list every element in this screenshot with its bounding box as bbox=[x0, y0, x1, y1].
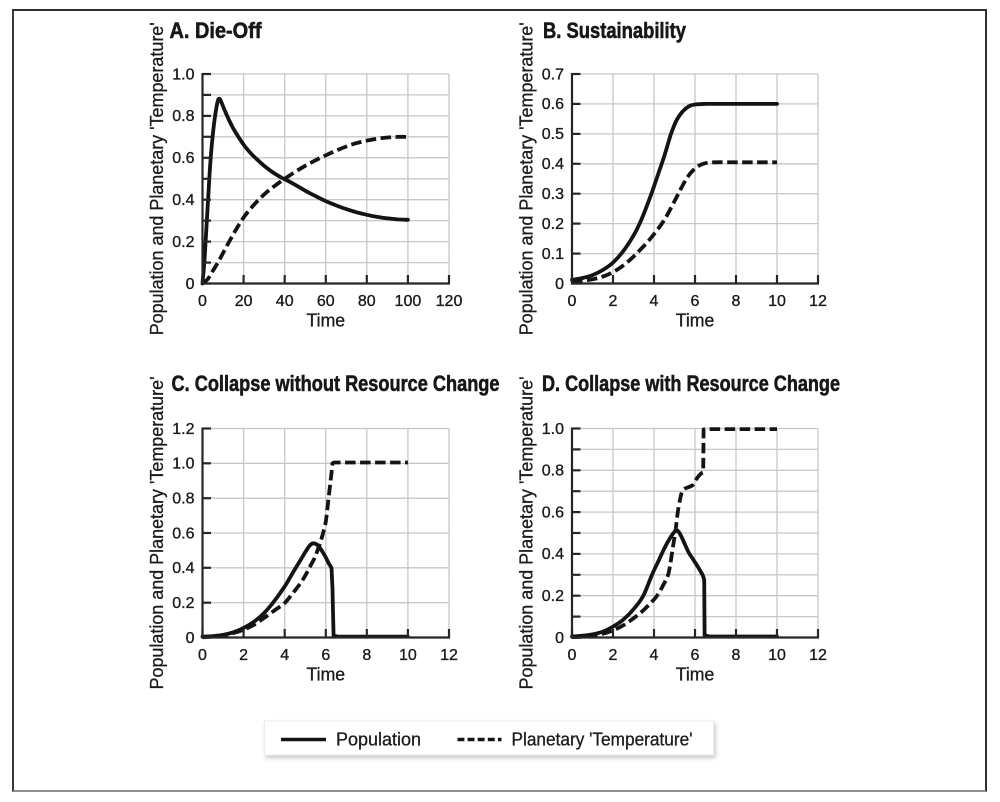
svg-text:12: 12 bbox=[809, 293, 827, 310]
svg-text:1.0: 1.0 bbox=[172, 66, 194, 83]
svg-text:C. Collapse without Resource C: C. Collapse without Resource Change bbox=[172, 371, 500, 396]
svg-text:A. Die-Off: A. Die-Off bbox=[170, 18, 263, 43]
svg-text:Time: Time bbox=[307, 310, 346, 331]
svg-text:1.0: 1.0 bbox=[542, 421, 564, 438]
svg-text:6: 6 bbox=[691, 293, 700, 310]
svg-text:0.4: 0.4 bbox=[172, 192, 194, 209]
svg-text:40: 40 bbox=[276, 293, 294, 310]
svg-text:0: 0 bbox=[186, 630, 195, 647]
svg-text:20: 20 bbox=[235, 293, 253, 310]
svg-text:0.6: 0.6 bbox=[542, 504, 564, 521]
svg-text:120: 120 bbox=[436, 293, 463, 310]
svg-text:0: 0 bbox=[186, 276, 195, 293]
svg-text:Time: Time bbox=[676, 664, 715, 685]
svg-text:Time: Time bbox=[307, 664, 346, 685]
svg-text:D. Collapse with Resource Chan: D. Collapse with Resource Change bbox=[542, 371, 840, 396]
svg-text:0.4: 0.4 bbox=[172, 560, 194, 577]
svg-text:B. Sustainability: B. Sustainability bbox=[543, 18, 687, 43]
svg-text:1.0: 1.0 bbox=[172, 456, 194, 473]
svg-text:6: 6 bbox=[321, 647, 330, 664]
svg-text:4: 4 bbox=[650, 293, 659, 310]
svg-text:Planetary 'Temperature': Planetary 'Temperature' bbox=[512, 729, 693, 750]
svg-text:100: 100 bbox=[395, 293, 422, 310]
svg-text:0.6: 0.6 bbox=[172, 150, 194, 167]
svg-text:Population: Population bbox=[336, 729, 421, 750]
svg-text:10: 10 bbox=[768, 293, 786, 310]
svg-text:8: 8 bbox=[732, 293, 741, 310]
svg-text:12: 12 bbox=[809, 647, 827, 664]
svg-text:0.8: 0.8 bbox=[172, 108, 194, 125]
svg-text:0: 0 bbox=[568, 293, 577, 310]
svg-text:0.2: 0.2 bbox=[172, 595, 194, 612]
svg-text:Population and Planetary 'Temp: Population and Planetary 'Temperature' bbox=[146, 377, 167, 690]
svg-text:8: 8 bbox=[362, 647, 371, 664]
svg-text:0: 0 bbox=[555, 276, 564, 293]
svg-text:80: 80 bbox=[358, 293, 376, 310]
svg-text:2: 2 bbox=[609, 293, 618, 310]
svg-text:60: 60 bbox=[317, 293, 335, 310]
svg-text:6: 6 bbox=[691, 647, 700, 664]
svg-text:Population and Planetary 'Temp: Population and Planetary 'Temperature' bbox=[516, 377, 537, 690]
svg-text:0.1: 0.1 bbox=[542, 246, 564, 263]
svg-text:10: 10 bbox=[768, 647, 786, 664]
svg-text:0.6: 0.6 bbox=[542, 96, 564, 113]
svg-text:0.2: 0.2 bbox=[542, 216, 564, 233]
svg-text:0.4: 0.4 bbox=[542, 156, 564, 173]
svg-text:0.2: 0.2 bbox=[542, 588, 564, 605]
svg-text:0: 0 bbox=[568, 647, 577, 664]
svg-text:Population and Planetary 'Temp: Population and Planetary 'Temperature' bbox=[516, 22, 537, 335]
svg-text:4: 4 bbox=[650, 647, 659, 664]
svg-text:0.8: 0.8 bbox=[172, 491, 194, 508]
svg-text:2: 2 bbox=[609, 647, 618, 664]
svg-text:2: 2 bbox=[239, 647, 248, 664]
svg-text:0.4: 0.4 bbox=[542, 546, 564, 563]
svg-text:0: 0 bbox=[198, 293, 207, 310]
svg-text:8: 8 bbox=[732, 647, 741, 664]
svg-text:0.7: 0.7 bbox=[542, 66, 564, 83]
svg-text:12: 12 bbox=[440, 647, 458, 664]
svg-text:10: 10 bbox=[399, 647, 417, 664]
svg-text:0.3: 0.3 bbox=[542, 186, 564, 203]
svg-text:0: 0 bbox=[555, 630, 564, 647]
svg-text:Time: Time bbox=[676, 310, 715, 331]
svg-text:Population and Planetary 'Temp: Population and Planetary 'Temperature' bbox=[146, 22, 167, 335]
svg-text:4: 4 bbox=[280, 647, 289, 664]
svg-text:0.2: 0.2 bbox=[172, 234, 194, 251]
svg-text:0: 0 bbox=[198, 647, 207, 664]
svg-text:0.8: 0.8 bbox=[542, 463, 564, 480]
svg-text:0.5: 0.5 bbox=[542, 126, 564, 143]
svg-text:1.2: 1.2 bbox=[172, 421, 194, 438]
svg-text:0.6: 0.6 bbox=[172, 525, 194, 542]
